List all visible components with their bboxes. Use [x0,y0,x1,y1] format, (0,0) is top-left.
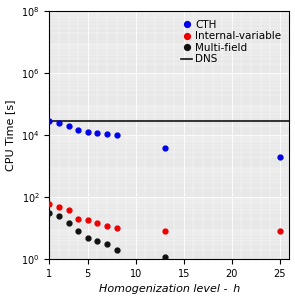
X-axis label: Homogenization level -  h: Homogenization level - h [99,284,240,294]
Multi-field [67,221,70,225]
Multi-field [57,214,61,218]
Line: CTH: CTH [47,118,282,159]
Multi-field [115,248,118,252]
Internal-variable [67,208,70,211]
DNS [47,119,51,122]
Internal-variable [76,217,80,221]
Line: Multi-field: Multi-field [47,211,282,265]
Multi-field [76,230,80,233]
Multi-field [105,243,109,246]
CTH [76,128,80,132]
Internal-variable [96,221,99,225]
Multi-field [96,239,99,242]
CTH [57,121,61,125]
Multi-field [47,212,51,215]
CTH [115,134,118,137]
Internal-variable [115,226,118,230]
CTH [278,155,282,159]
CTH [96,131,99,135]
CTH [86,130,89,134]
Y-axis label: CPU Time [s]: CPU Time [s] [6,100,16,171]
Internal-variable [278,230,282,233]
Line: Internal-variable: Internal-variable [47,202,282,234]
CTH [105,132,109,136]
CTH [163,146,166,149]
Internal-variable [57,205,61,208]
CTH [67,124,70,128]
Internal-variable [86,218,89,222]
Multi-field [163,255,166,259]
Multi-field [278,260,282,264]
Internal-variable [163,230,166,233]
Multi-field [86,236,89,239]
Legend: CTH, Internal-variable, Multi-field, DNS: CTH, Internal-variable, Multi-field, DNS [178,17,284,68]
Internal-variable [47,202,51,206]
Internal-variable [105,224,109,228]
CTH [47,119,51,122]
DNS [38,119,42,122]
